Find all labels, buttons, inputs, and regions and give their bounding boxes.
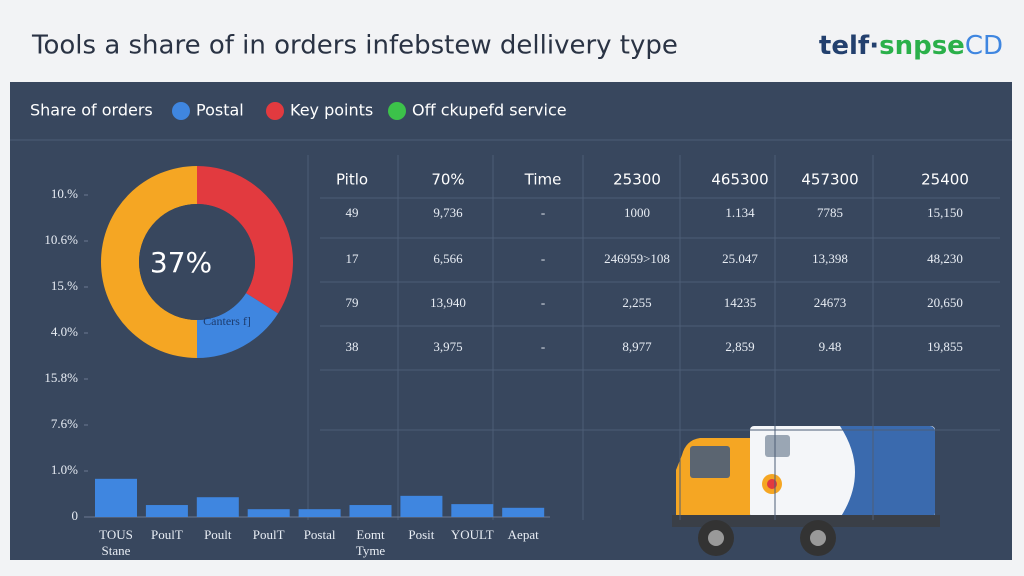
- table-cell: 19,855: [927, 339, 963, 354]
- x-tick-label: PoulT: [252, 527, 285, 542]
- legend-label: Key points: [290, 101, 373, 120]
- bar: [349, 505, 392, 517]
- bar: [247, 509, 290, 517]
- table-cell: -: [541, 295, 545, 310]
- title: Tools a share of in orders infebstew del…: [31, 31, 678, 61]
- y-tick-label: 4.0%: [51, 324, 78, 339]
- table-cell: 8,977: [622, 339, 652, 354]
- table-cell: 2,255: [622, 295, 651, 310]
- x-tick-label: YOULT: [450, 527, 494, 542]
- truck-illustration: [672, 426, 940, 556]
- bar: [196, 497, 239, 517]
- table-cell: 20,650: [927, 295, 963, 310]
- legend-swatch: [388, 102, 406, 120]
- x-tick-label: Posit: [408, 527, 435, 542]
- x-tick-label: Postal: [303, 527, 336, 542]
- bar: [145, 505, 188, 517]
- x-tick-label: PoulT: [150, 527, 183, 542]
- table-header-cell: 25300: [613, 171, 661, 189]
- table-cell: 6,566: [433, 251, 463, 266]
- x-tick-label: Poult: [204, 527, 232, 542]
- donut-center-label: 37%: [150, 246, 212, 279]
- table-cell: 1.134: [725, 205, 755, 220]
- y-tick-label: 0: [72, 508, 79, 523]
- table-cell: 13,398: [812, 251, 848, 266]
- table-header-cell: Pitlo: [336, 171, 368, 189]
- segment-label: Canters f]: [203, 314, 251, 328]
- y-tick-label: 10.6%: [44, 232, 78, 247]
- donut-segment: [197, 166, 293, 314]
- table-cell: 24673: [814, 295, 847, 310]
- table-cell: -: [541, 251, 545, 266]
- table-cell: 48,230: [927, 251, 963, 266]
- table-cell: 25.047: [722, 251, 758, 266]
- legend-swatch: [266, 102, 284, 120]
- brand: telf·snpseCD: [819, 31, 1003, 61]
- table-header-cell: 457300: [801, 171, 858, 189]
- table-cell: 2,859: [725, 339, 754, 354]
- legend-title: Share of orders: [30, 101, 153, 120]
- table-cell: 7785: [817, 205, 843, 220]
- table-header-cell: 25400: [921, 171, 969, 189]
- table-cell: 17: [346, 251, 360, 266]
- bar: [451, 504, 494, 517]
- y-tick-label: 1.0%: [51, 462, 78, 477]
- table-cell: -: [541, 339, 545, 354]
- bar: [298, 509, 341, 517]
- y-tick-label: 7.6%: [51, 416, 78, 431]
- donut-segment: [197, 293, 279, 358]
- bar: [400, 495, 443, 517]
- donut-hole: [139, 204, 255, 320]
- y-tick-label: 15.8%: [44, 370, 78, 385]
- table-cell: 14235: [724, 295, 757, 310]
- x-tick-label: Eomt Tyme: [355, 527, 386, 558]
- bar: [502, 507, 545, 517]
- table-cell: 49: [346, 205, 359, 220]
- table-cell: 1000: [624, 205, 650, 220]
- bar: [95, 478, 137, 517]
- table-cell: 3,975: [433, 339, 462, 354]
- table-header-cell: 70%: [431, 171, 464, 189]
- y-tick-label: 10.%: [51, 186, 78, 201]
- table-cell: 9,736: [433, 205, 463, 220]
- y-tick-label: 15.%: [51, 278, 78, 293]
- table-cell: 79: [346, 295, 359, 310]
- table-cell: 9.48: [819, 339, 842, 354]
- table-cell: 13,940: [430, 295, 466, 310]
- donut-segment: [101, 166, 197, 358]
- table-header-cell: 465300: [711, 171, 768, 189]
- legend-label: Postal: [196, 101, 244, 120]
- table-cell: -: [541, 205, 545, 220]
- legend-label: Off ckupefd service: [412, 101, 567, 120]
- table-cell: 38: [346, 339, 359, 354]
- table-cell: 246959>108: [604, 251, 670, 266]
- table-cell: 15,150: [927, 205, 963, 220]
- table-header-cell: Time: [524, 171, 562, 189]
- x-tick-label: TOUS Stane: [99, 527, 133, 558]
- legend-swatch: [172, 102, 190, 120]
- x-tick-label: Aepat: [507, 527, 539, 542]
